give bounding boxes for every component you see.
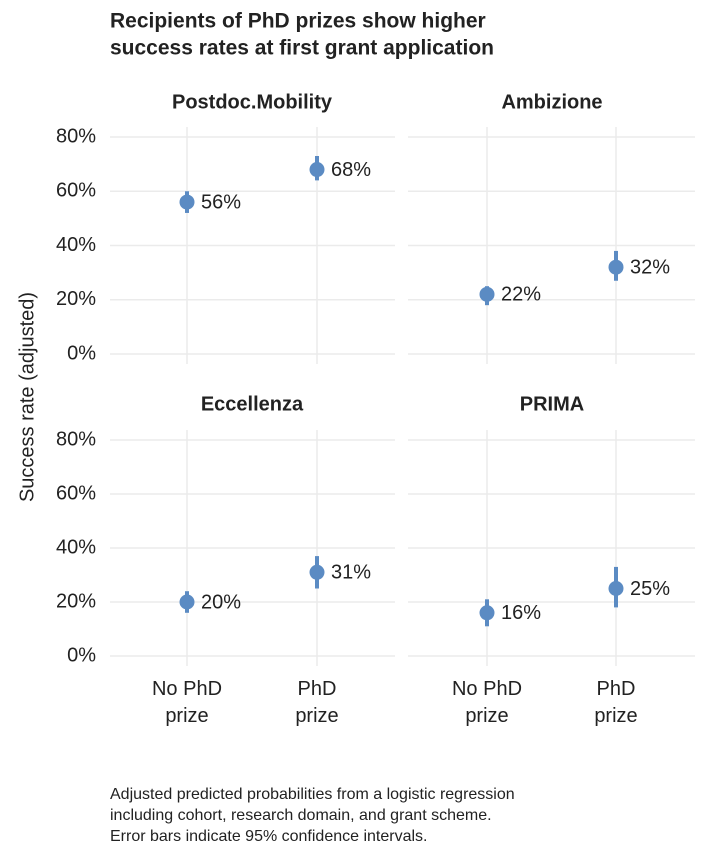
value-label: 68% — [331, 159, 371, 181]
panel-title: PRIMA — [520, 393, 584, 415]
x-tick-label: No PhD prize — [451, 678, 523, 727]
panel-title: Eccellenza — [201, 393, 304, 415]
caption: Adjusted predicted probabilities from a … — [110, 786, 515, 803]
point — [179, 594, 195, 610]
caption: including cohort, research domain, and g… — [110, 807, 492, 824]
panel-title: Postdoc.Mobility — [172, 91, 333, 113]
point — [608, 259, 624, 275]
chart-title: Recipients of PhD prizes show higher — [110, 10, 486, 33]
panel-title: Ambizione — [501, 91, 602, 113]
y-tick-label: 20% — [56, 288, 96, 310]
value-label: 31% — [331, 562, 371, 584]
x-tick-label: PhD prize — [594, 678, 638, 727]
point — [479, 605, 495, 621]
value-label: 56% — [201, 191, 241, 213]
point — [608, 581, 624, 596]
value-label: 25% — [630, 578, 670, 600]
value-label: 20% — [201, 591, 241, 613]
y-axis-label: Success rate (adjusted) — [16, 292, 38, 502]
point — [309, 564, 325, 580]
value-label: 16% — [501, 602, 541, 624]
y-tick-label: 20% — [56, 590, 96, 612]
y-tick-label: 0% — [67, 644, 96, 666]
x-tick-label: No PhD prize — [151, 678, 223, 727]
y-tick-label: 60% — [56, 482, 96, 504]
point — [309, 162, 325, 178]
value-label: 22% — [501, 284, 541, 306]
point — [179, 194, 195, 210]
y-tick-label: 80% — [56, 428, 96, 450]
point — [479, 286, 495, 302]
y-tick-label: 80% — [56, 125, 96, 147]
y-tick-label: 40% — [56, 234, 96, 256]
chart-title: success rates at first grant application — [110, 37, 494, 60]
x-tick-label: PhD prize — [295, 678, 339, 727]
caption: Error bars indicate 95% confidence inter… — [110, 828, 428, 845]
value-label: 32% — [630, 256, 670, 278]
y-tick-label: 40% — [56, 536, 96, 558]
y-tick-label: 0% — [67, 342, 96, 364]
y-tick-label: 60% — [56, 180, 96, 202]
